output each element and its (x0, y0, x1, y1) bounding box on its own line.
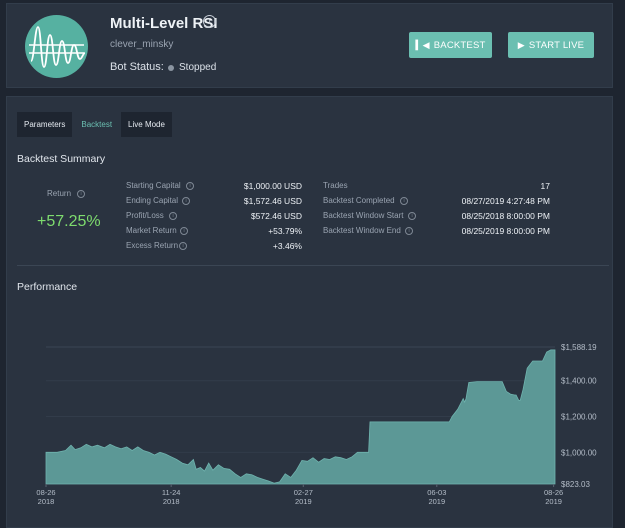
starting-capital-label: Starting Capital (126, 181, 181, 190)
backtest-completed-label: Backtest Completed (323, 196, 395, 205)
window-end-label: Backtest Window End (323, 226, 401, 235)
starting-capital-info-icon[interactable]: i (186, 182, 194, 190)
x-tick-year-label: 2018 (38, 497, 55, 506)
performance-title: Performance (17, 281, 78, 293)
backtest-button-label: BACKTEST (433, 40, 486, 51)
x-tick-year-label: 2019 (295, 497, 312, 506)
status-value: Stopped (179, 62, 217, 73)
tab-parameters[interactable]: Parameters (17, 112, 73, 137)
x-tick-year-label: 2018 (163, 497, 180, 506)
play-icon: ▶ (517, 40, 525, 50)
market-return-info-icon[interactable]: i (180, 227, 188, 235)
trades-value: 17 (540, 181, 550, 191)
x-tick-date-label: 08-26 (36, 488, 55, 497)
x-tick-year-label: 2019 (428, 497, 445, 506)
starting-capital-value: $1,000.00 USD (243, 181, 302, 191)
status-label: Bot Status: (110, 61, 164, 73)
section-divider (17, 265, 609, 266)
profit-loss-value: $572.46 USD (250, 211, 302, 221)
ending-capital-info-icon[interactable]: i (182, 197, 190, 205)
bot-owner: clever_minsky (110, 39, 174, 50)
equity-area-series (45, 349, 556, 485)
x-tick-date-label: 11-24 (162, 488, 181, 497)
profit-loss-info-icon[interactable]: i (169, 212, 177, 220)
backtest-completed-info-icon[interactable]: i (400, 197, 408, 205)
backtest-completed-value: 08/27/2019 4:27:48 PM (461, 196, 550, 206)
window-start-label: Backtest Window Start (323, 211, 404, 220)
y-tick-label: $1,200.00 (561, 413, 597, 422)
market-return-label: Market Return (126, 226, 177, 235)
x-tick-date-label: 02-27 (294, 488, 313, 497)
x-tick-year-label: 2019 (545, 497, 562, 506)
ending-capital-label: Ending Capital (126, 196, 179, 205)
performance-chart[interactable]: $1,588.19 $1,400.00 $1,200.00 $1,000.00 $823… (7, 97, 612, 527)
return-value: +57.25% (37, 213, 101, 230)
x-tick-date-label: 06-03 (427, 488, 446, 497)
window-end-info-icon[interactable]: i (405, 227, 413, 235)
backtest-panel: Parameters Backtest Live Mode Backtest S… (6, 96, 613, 528)
profit-loss-label: Profit/Loss (126, 211, 164, 220)
bot-avatar (25, 15, 88, 78)
trades-label: Trades (323, 181, 348, 190)
tab-live-mode[interactable]: Live Mode (121, 112, 172, 137)
excess-return-label: Excess Return (126, 241, 179, 250)
return-label: Return (47, 189, 72, 198)
window-end-value: 08/25/2019 8:00:00 PM (461, 226, 550, 236)
x-tick-date-label: 08-26 (544, 488, 563, 497)
bot-title: Multi-Level RSI (110, 15, 218, 32)
start-live-button-label: START LIVE (528, 40, 585, 51)
excess-return-value: +3.46% (272, 241, 302, 251)
start-live-button[interactable]: ▶ START LIVE (508, 32, 594, 58)
status-dot-icon (168, 65, 174, 71)
skip-back-icon: ▍◀ (415, 40, 430, 50)
tab-backtest[interactable]: Backtest (74, 112, 120, 137)
y-tick-label: $1,000.00 (561, 448, 597, 457)
backtest-button[interactable]: ▍◀ BACKTEST (409, 32, 492, 58)
ending-capital-value: $1,572.46 USD (243, 196, 302, 206)
backtest-summary-title: Backtest Summary (17, 153, 106, 165)
market-return-value: +53.79% (268, 226, 302, 236)
excess-return-info-icon[interactable]: i (179, 242, 187, 250)
tab-bar: Parameters Backtest Live Mode (17, 112, 172, 137)
y-tick-label: $823.03 (561, 480, 590, 489)
window-start-value: 08/25/2018 8:00:00 PM (461, 211, 550, 221)
y-tick-label: $1,400.00 (561, 377, 597, 386)
return-info-icon[interactable]: i (77, 190, 85, 198)
y-tick-label: $1,588.19 (561, 343, 597, 352)
info-icon[interactable]: i (203, 15, 216, 28)
window-start-info-icon[interactable]: i (408, 212, 416, 220)
waveform-icon (29, 26, 86, 68)
bot-header: Multi-Level RSI i clever_minsky Bot Stat… (6, 3, 613, 88)
